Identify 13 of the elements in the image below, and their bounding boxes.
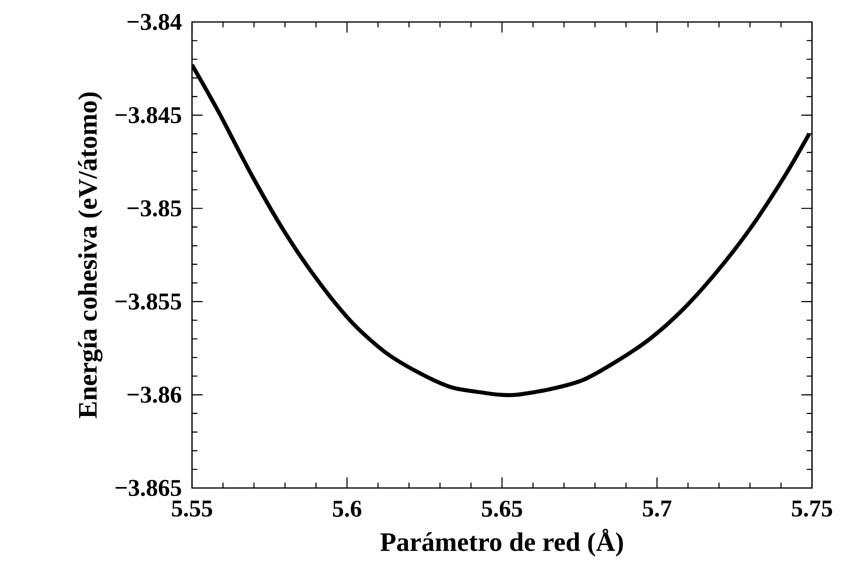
x-tick-label: 5.7 [642,500,672,517]
x-tick-label: 5.6 [332,500,362,517]
x-axis-title: Parámetro de red (Å) [380,528,623,556]
x-tick-label: 5.75 [792,500,832,517]
y-tick-label: −3.865 [116,480,182,496]
y-tick-label: −3.845 [116,107,182,124]
y-tick-label: −3.85 [128,200,182,217]
x-tick-label: 5.65 [482,500,522,517]
x-tick-label: 5.55 [172,500,212,517]
y-tick-label: −3.855 [116,293,182,310]
y-tick-label: −3.84 [128,14,182,30]
y-axis-title: Energía cohesiva (eV/átomo) [78,92,102,418]
y-tick-label: −3.86 [128,386,182,403]
